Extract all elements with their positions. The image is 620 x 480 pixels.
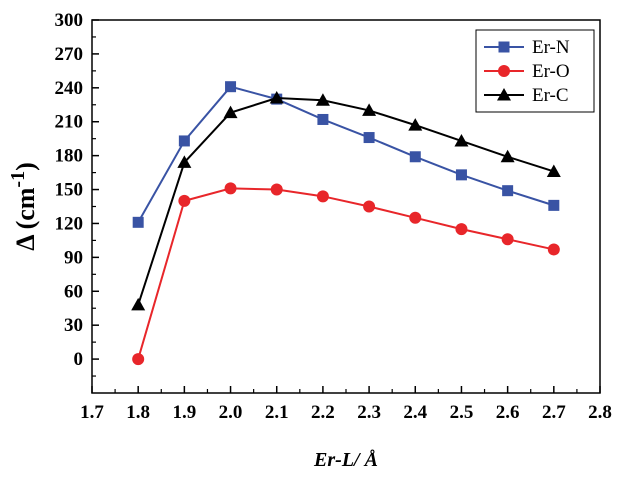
data-point-er-o — [316, 190, 329, 203]
y-tick-label: 0 — [74, 349, 84, 370]
data-point-er-c — [269, 90, 284, 104]
y-axis-title-close: ) — [11, 162, 40, 171]
y-tick-label: 90 — [64, 247, 83, 268]
y-axis-title: Δ (cm-1) — [7, 162, 40, 251]
legend-marker — [498, 65, 510, 77]
y-tick-label: 60 — [64, 281, 83, 302]
y-tick-label: 30 — [64, 315, 83, 336]
series-line-er-n — [137, 85, 555, 223]
x-tick-label: 2.1 — [265, 402, 289, 423]
data-point-er-c — [500, 149, 515, 163]
data-point-er-n — [317, 113, 329, 125]
x-tick-label: 2.5 — [450, 402, 474, 423]
y-tick-label: 270 — [55, 44, 84, 65]
data-point-er-n — [363, 132, 375, 144]
x-axis: 1.7 1.8 1.9 2.0 2.1 2.2 2.3 2.4 2.5 2.6 2.7 2.8 — [80, 386, 612, 423]
y-axis: 0 30 60 90 120 150 180 210 240 270 300 — [55, 10, 99, 377]
legend-marker — [497, 88, 511, 101]
y-axis-title-superscript: -1 — [7, 171, 29, 188]
data-point-er-c — [131, 297, 146, 311]
x-tick-label: 2.0 — [219, 402, 243, 423]
data-point-er-o — [363, 200, 376, 213]
data-point-er-n — [409, 151, 421, 163]
y-tick-label: 180 — [55, 146, 84, 167]
x-tick-label: 2.4 — [403, 402, 427, 423]
y-tick-label: 240 — [55, 78, 84, 99]
series-er-o — [132, 182, 560, 366]
series-er-c — [131, 90, 561, 311]
x-tick-label: 2.3 — [357, 402, 381, 423]
data-point-er-o — [224, 182, 237, 195]
legend-item-er-c: Er-C — [484, 85, 569, 106]
series-line-er-o — [137, 187, 555, 360]
legend-item-er-o: Er-O — [484, 61, 570, 82]
series-line-er-c — [137, 96, 555, 306]
data-point-er-c — [223, 105, 238, 119]
data-point-er-n — [548, 199, 560, 211]
legend: Er-N Er-O Er-C — [475, 29, 595, 113]
x-tick-label: 1.7 — [80, 402, 104, 423]
y-axis-title-main: Δ (cm — [11, 187, 40, 251]
data-point-er-c — [408, 118, 423, 131]
legend-label: Er-C — [532, 85, 569, 106]
data-point-er-n — [132, 216, 144, 228]
data-point-er-o — [178, 194, 191, 207]
x-axis-title: Er-L/ Å — [313, 449, 378, 471]
legend-item-er-n: Er-N — [484, 37, 570, 58]
x-tick-label: 1.9 — [172, 402, 196, 423]
legend-label: Er-N — [532, 37, 570, 58]
data-point-er-o — [409, 211, 422, 224]
legend-marker — [498, 41, 510, 53]
x-tick-label: 1.8 — [126, 402, 150, 423]
data-point-er-o — [501, 233, 514, 246]
data-point-er-n — [502, 185, 514, 197]
data-point-er-o — [547, 243, 560, 256]
y-tick-label: 300 — [55, 10, 84, 31]
data-point-er-n — [455, 169, 467, 181]
y-tick-label: 210 — [55, 112, 84, 133]
x-tick-label: 2.7 — [542, 402, 566, 423]
data-point-er-o — [132, 353, 145, 366]
data-point-er-n — [225, 81, 237, 93]
data-point-er-c — [362, 103, 377, 116]
data-point-er-o — [270, 183, 283, 196]
y-tick-label: 150 — [55, 180, 84, 201]
series-layer — [131, 81, 561, 366]
data-point-er-c — [177, 155, 192, 168]
x-tick-label: 2.8 — [588, 402, 612, 423]
x-tick-label: 2.6 — [496, 402, 520, 423]
legend-label: Er-O — [532, 61, 570, 82]
data-point-er-n — [178, 135, 190, 147]
data-point-er-c — [315, 93, 330, 106]
x-tick-label: 2.2 — [311, 402, 335, 423]
y-tick-label: 120 — [55, 213, 84, 234]
data-point-er-c — [454, 133, 469, 147]
data-point-er-c — [546, 164, 561, 177]
data-point-er-o — [455, 223, 468, 236]
